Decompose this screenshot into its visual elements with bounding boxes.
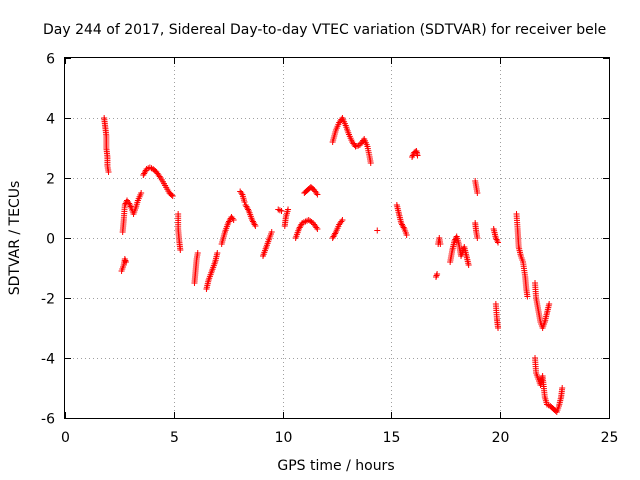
data-point: [403, 232, 410, 238]
data-point: [122, 259, 129, 265]
data-point: [433, 274, 440, 280]
data-point: [230, 217, 237, 223]
data-point: [268, 229, 275, 235]
x-tick-label: 10: [275, 430, 293, 446]
data-point: [414, 152, 421, 159]
grid-lines: [65, 58, 609, 418]
y-tick-label: 2: [46, 172, 55, 188]
data-point: [169, 193, 176, 199]
data-point: [194, 250, 201, 256]
plot-frame: [64, 57, 610, 419]
x-tick-label: 5: [170, 430, 179, 446]
data-point: [493, 236, 500, 243]
y-axis-ticks: -6 -4 -2 0 2 4 6: [41, 52, 609, 428]
x-tick-label: 15: [383, 430, 401, 446]
data-point: [474, 235, 481, 241]
data-point: [168, 192, 175, 198]
y-tick-label: 6: [46, 52, 55, 68]
data-point: [474, 190, 481, 196]
data-point: [214, 250, 221, 256]
x-tick-label: 25: [601, 430, 619, 446]
y-tick-label: 4: [46, 112, 55, 128]
x-tick-label: 0: [61, 430, 70, 446]
data-point: [434, 271, 441, 277]
data-point: [314, 191, 321, 198]
data-point: [437, 241, 444, 247]
data-point: [285, 206, 292, 213]
x-axis-label: GPS time / hours: [277, 458, 394, 474]
y-tick-label: -6: [41, 412, 55, 428]
data-point: [278, 208, 285, 214]
y-tick-label: -4: [41, 352, 55, 368]
y-tick-label: -2: [41, 292, 55, 308]
chart-title: Day 244 of 2017, Sidereal Day-to-day VTE…: [43, 22, 606, 38]
data-point: [105, 169, 112, 175]
data-point: [177, 247, 184, 253]
data-point: [546, 301, 553, 307]
y-axis-label: SDTVAR / TECUs: [7, 181, 23, 296]
x-axis-ticks: 0 5 10 15 20 25: [61, 58, 618, 446]
data-point: [241, 199, 248, 205]
data-point: [138, 190, 145, 196]
data-point: [367, 160, 374, 166]
data-point: [495, 325, 502, 331]
data-point: [314, 226, 321, 232]
x-tick-label: 20: [492, 430, 510, 446]
data-point: [252, 223, 259, 229]
data-point: [524, 293, 531, 300]
data-point: [559, 385, 566, 391]
data-point: [433, 272, 440, 279]
data-point: [495, 239, 502, 246]
data-point: [465, 262, 472, 268]
data-point: [374, 227, 381, 234]
data-point: [339, 217, 346, 223]
y-tick-label: 0: [46, 232, 55, 248]
data-points: [101, 115, 566, 415]
